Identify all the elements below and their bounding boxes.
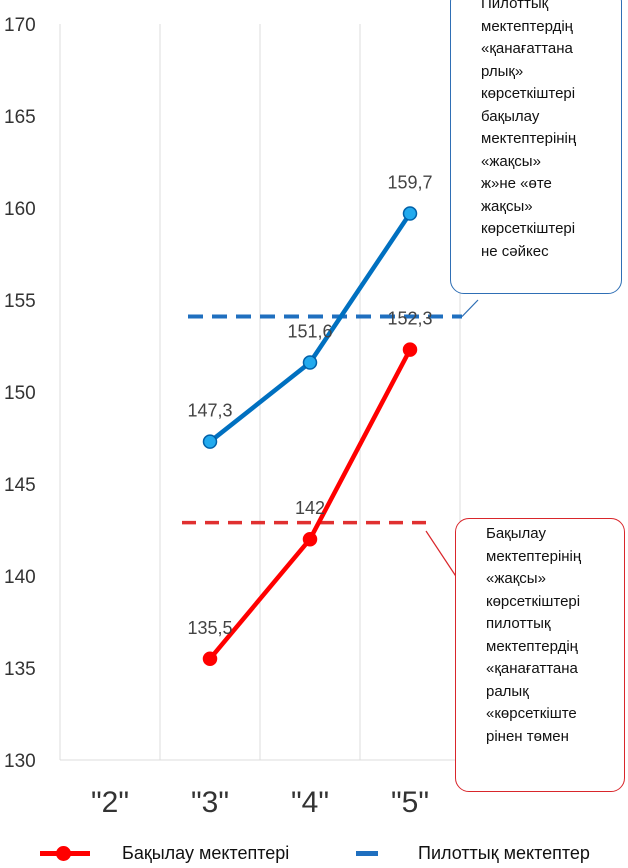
legend-label-control-schools: Бақылау мектептері: [122, 842, 290, 863]
data-label-control: 135,5: [187, 618, 232, 638]
legend-item-control-schools: Бақылау мектептері: [40, 838, 289, 868]
data-label-control: 142: [295, 498, 325, 518]
callout-pilot-schools: Пилоттық мектептердің «қанағаттана рлық»…: [450, 0, 622, 294]
y-tick-label: 150: [4, 383, 36, 404]
data-label-pilot: 159,7: [387, 173, 432, 193]
data-point-pilot: [402, 206, 418, 221]
x-tick-label: "5": [391, 786, 429, 819]
data-label-pilot: 151,6: [287, 322, 332, 342]
legend-swatch-red-line: [40, 845, 90, 861]
y-tick-label: 165: [4, 107, 36, 128]
legend-swatch-blue-dash: [356, 850, 378, 856]
callout-pointer-pilot: [461, 299, 479, 317]
x-tick-label: "3": [191, 786, 229, 819]
data-point-control: [202, 651, 218, 667]
y-tick-label: 130: [4, 751, 36, 772]
callout-control-schools: Бақылау мектептерінің «жақсы» көрсеткішт…: [455, 518, 625, 792]
x-tick-label: "2": [91, 786, 129, 819]
legend-label-pilot-schools: Пилоттық мектептер: [418, 842, 590, 863]
y-tick-label: 160: [4, 199, 36, 220]
legend-item-pilot-schools: Пилоттық мектептер: [356, 838, 590, 868]
y-tick-label: 155: [4, 291, 36, 312]
y-tick-label: 140: [4, 567, 36, 588]
y-tick-label: 170: [4, 15, 36, 36]
data-point-pilot: [202, 434, 218, 449]
x-tick-label: "4": [291, 786, 329, 819]
y-tick-label: 145: [4, 475, 36, 496]
data-point-control: [302, 531, 318, 547]
data-label-pilot: 147,3: [187, 401, 232, 421]
data-label-control: 152,3: [387, 309, 432, 329]
y-tick-label: 135: [4, 659, 36, 680]
data-point-pilot: [302, 355, 318, 370]
data-point-control: [402, 342, 418, 357]
